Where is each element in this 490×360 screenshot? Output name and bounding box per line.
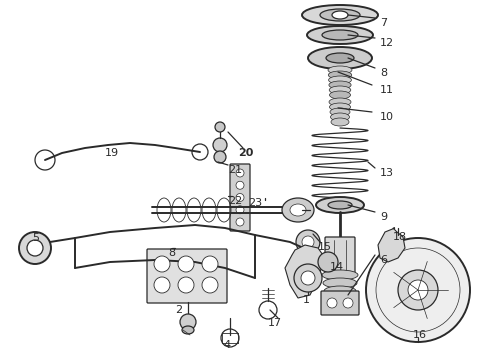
Ellipse shape (329, 103, 350, 111)
Ellipse shape (154, 277, 170, 293)
Ellipse shape (320, 9, 360, 21)
Text: 17: 17 (268, 318, 282, 328)
Ellipse shape (154, 256, 170, 272)
Ellipse shape (202, 256, 218, 272)
Ellipse shape (236, 169, 244, 177)
Ellipse shape (329, 81, 351, 89)
Ellipse shape (308, 47, 372, 69)
Text: 6: 6 (380, 255, 387, 265)
Ellipse shape (326, 53, 354, 63)
Text: 11: 11 (380, 85, 394, 95)
Ellipse shape (322, 30, 358, 40)
Ellipse shape (330, 113, 349, 121)
Ellipse shape (294, 264, 322, 292)
Text: 18: 18 (393, 232, 407, 242)
Ellipse shape (19, 232, 51, 264)
Ellipse shape (236, 218, 244, 226)
FancyBboxPatch shape (321, 291, 359, 315)
Ellipse shape (398, 270, 438, 310)
Text: 9: 9 (380, 212, 387, 222)
Ellipse shape (331, 118, 349, 126)
Ellipse shape (236, 181, 244, 189)
FancyBboxPatch shape (325, 237, 355, 274)
Ellipse shape (307, 26, 373, 44)
Polygon shape (285, 245, 325, 298)
Ellipse shape (328, 201, 352, 209)
Text: 8: 8 (168, 248, 175, 258)
Text: 1: 1 (303, 295, 310, 305)
Ellipse shape (330, 108, 350, 116)
Ellipse shape (182, 326, 194, 334)
Text: 20: 20 (238, 148, 253, 158)
Text: 5: 5 (32, 233, 39, 243)
Ellipse shape (318, 252, 338, 272)
Text: 19: 19 (105, 148, 119, 158)
Text: 7: 7 (380, 18, 387, 28)
Ellipse shape (214, 151, 226, 163)
Text: 21: 21 (228, 165, 242, 175)
Ellipse shape (296, 230, 320, 254)
Text: 13: 13 (380, 168, 394, 178)
Ellipse shape (327, 298, 337, 308)
Ellipse shape (323, 278, 357, 288)
Text: 15: 15 (318, 242, 332, 252)
Ellipse shape (213, 138, 227, 152)
FancyBboxPatch shape (230, 164, 250, 231)
Ellipse shape (302, 5, 378, 25)
Text: 4: 4 (223, 340, 230, 350)
Ellipse shape (290, 204, 306, 216)
Ellipse shape (202, 277, 218, 293)
Ellipse shape (215, 122, 225, 132)
Ellipse shape (329, 91, 350, 99)
Ellipse shape (178, 277, 194, 293)
Text: 22: 22 (228, 196, 242, 206)
Ellipse shape (324, 286, 356, 296)
Ellipse shape (329, 86, 351, 94)
Ellipse shape (332, 11, 348, 19)
Text: 2: 2 (175, 305, 182, 315)
Ellipse shape (329, 76, 351, 84)
Ellipse shape (236, 206, 244, 214)
Text: 14: 14 (330, 262, 344, 272)
Ellipse shape (301, 271, 315, 285)
Ellipse shape (328, 71, 352, 79)
Ellipse shape (329, 98, 351, 106)
Polygon shape (378, 228, 405, 262)
Ellipse shape (343, 298, 353, 308)
Text: 10: 10 (380, 112, 394, 122)
Ellipse shape (322, 270, 358, 280)
Ellipse shape (328, 66, 352, 74)
Ellipse shape (282, 198, 314, 222)
Ellipse shape (178, 256, 194, 272)
Ellipse shape (366, 238, 470, 342)
FancyBboxPatch shape (147, 249, 227, 303)
Ellipse shape (302, 236, 314, 248)
Ellipse shape (408, 280, 428, 300)
Ellipse shape (236, 194, 244, 202)
Text: 8: 8 (380, 68, 387, 78)
Text: 23: 23 (248, 198, 262, 208)
Text: 16: 16 (413, 330, 427, 340)
Ellipse shape (27, 240, 43, 256)
Ellipse shape (316, 197, 364, 213)
Text: 12: 12 (380, 38, 394, 48)
Ellipse shape (180, 314, 196, 330)
